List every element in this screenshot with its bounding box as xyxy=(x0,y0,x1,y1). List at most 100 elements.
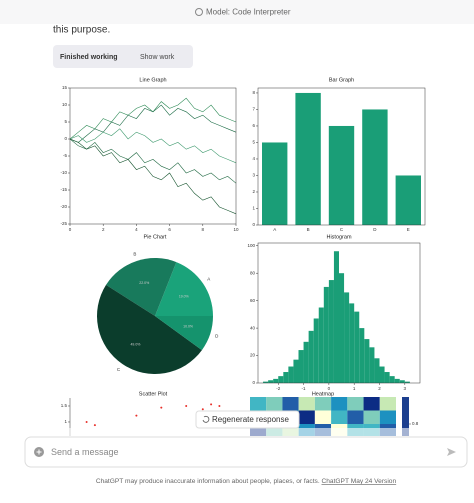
hist-bar xyxy=(313,318,319,383)
y-tick-label: 0 xyxy=(64,136,67,141)
show-work[interactable]: Show work xyxy=(140,54,175,61)
y-tick-label: 6 xyxy=(252,123,255,128)
attach-plus xyxy=(36,449,42,455)
colorbar-label: 0.8 xyxy=(412,421,419,426)
model-label: Model: Code Interpreter xyxy=(206,8,291,17)
line-series xyxy=(69,104,237,143)
hist-bar xyxy=(339,273,345,383)
y-tick-label: -10 xyxy=(60,170,67,175)
x-tick-label: C xyxy=(340,227,344,232)
y-tick-label: 8 xyxy=(252,90,255,95)
send-button[interactable] xyxy=(447,448,456,456)
x-tick-label: 1 xyxy=(353,386,356,391)
fade xyxy=(0,428,474,438)
regenerate-button[interactable] xyxy=(195,410,300,429)
y-tick-label: 1 xyxy=(252,206,255,211)
hist-bar xyxy=(344,292,350,383)
y-tick-label: 40 xyxy=(250,325,256,330)
bar xyxy=(295,92,321,225)
hist-bar xyxy=(374,358,380,383)
x-tick-label: 10 xyxy=(233,227,239,232)
x-tick-label: -2 xyxy=(276,386,280,391)
chart-title: Histogram xyxy=(326,234,351,240)
hist-bar xyxy=(293,359,299,383)
tool-status: Finished working xyxy=(60,54,118,61)
footer-text: ChatGPT may produce inaccurate informati… xyxy=(96,478,320,485)
pie-slice xyxy=(97,284,202,375)
heat-cell xyxy=(379,397,396,411)
hist-bar xyxy=(399,380,405,383)
y-tick-label: 3 xyxy=(252,173,255,178)
hist-bar xyxy=(303,341,309,383)
hist-bar xyxy=(298,350,304,383)
hist-bar xyxy=(394,378,400,383)
x-tick-label: 0 xyxy=(69,227,72,232)
hist-bar xyxy=(349,303,355,383)
bar xyxy=(262,142,288,225)
hist-bar xyxy=(278,376,284,383)
y-tick-label: 4 xyxy=(252,156,255,161)
x-tick-label: -1 xyxy=(302,386,306,391)
heat-cell xyxy=(331,397,348,411)
scatter-point xyxy=(185,404,188,407)
pie-slice xyxy=(106,258,177,316)
slice-label: D xyxy=(215,333,219,338)
y-tick-label: 2 xyxy=(252,189,255,194)
slice-percent: 19.0% xyxy=(179,294,189,298)
axes-frame xyxy=(257,87,426,226)
message-input[interactable] xyxy=(24,436,468,468)
y-tick-label: -15 xyxy=(60,187,67,192)
heat-cell xyxy=(266,397,283,411)
hist-bar xyxy=(268,380,274,383)
hist-bar xyxy=(369,347,375,383)
heat-cell xyxy=(314,410,332,424)
hist-bar xyxy=(379,366,385,383)
chart-title: Heatmap xyxy=(312,391,334,397)
x-tick-label: 3 xyxy=(404,386,407,391)
y-tick-label: 20 xyxy=(250,353,256,358)
message-text: this purpose. xyxy=(53,25,110,36)
scatter-point xyxy=(218,404,221,407)
chart-title: Scatter Plot xyxy=(139,391,168,397)
hist-bar xyxy=(273,378,279,383)
slice-label: C xyxy=(117,367,121,372)
input-placeholder: Send a message xyxy=(51,447,119,457)
x-tick-label: 6 xyxy=(168,227,171,232)
y-tick-label: 15 xyxy=(62,85,68,90)
heat-cell xyxy=(282,397,299,411)
hist-bar xyxy=(328,280,334,383)
hist-bar xyxy=(354,311,360,383)
regenerate-label: Regenerate response xyxy=(212,415,289,424)
scatter-point xyxy=(210,403,213,406)
slice-percent: 22.0% xyxy=(139,281,149,285)
heat-cell xyxy=(363,410,380,424)
y-tick-label: 1 xyxy=(64,419,67,424)
regenerate-icon xyxy=(202,415,210,423)
y-tick-label: 10 xyxy=(62,102,68,107)
heat-cell xyxy=(250,397,267,411)
hist-bar xyxy=(323,286,329,383)
hist-bar xyxy=(389,376,395,383)
heat-cell xyxy=(331,410,348,424)
y-tick-label: 5 xyxy=(64,119,67,124)
hist-bar xyxy=(318,307,324,383)
bar xyxy=(395,175,421,225)
y-tick-label: -5 xyxy=(63,153,67,158)
top-bar xyxy=(0,0,474,24)
bar xyxy=(362,109,388,225)
heat-cell xyxy=(347,397,364,411)
heat-cell xyxy=(314,397,332,411)
model-icon xyxy=(195,8,203,16)
x-tick-label: E xyxy=(407,227,410,232)
slice-percent: 49.0% xyxy=(130,343,140,347)
scatter-point xyxy=(135,414,138,417)
colorbar xyxy=(402,397,409,437)
x-tick-label: D xyxy=(373,227,377,232)
footer-link[interactable]: ChatGPT May 24 Version xyxy=(322,478,397,485)
line-series xyxy=(69,128,237,164)
footer: ChatGPT may produce inaccurate informati… xyxy=(96,478,397,485)
hist-bar xyxy=(333,251,339,383)
x-tick-label: 2 xyxy=(378,386,381,391)
y-tick-label: 80 xyxy=(250,270,256,275)
